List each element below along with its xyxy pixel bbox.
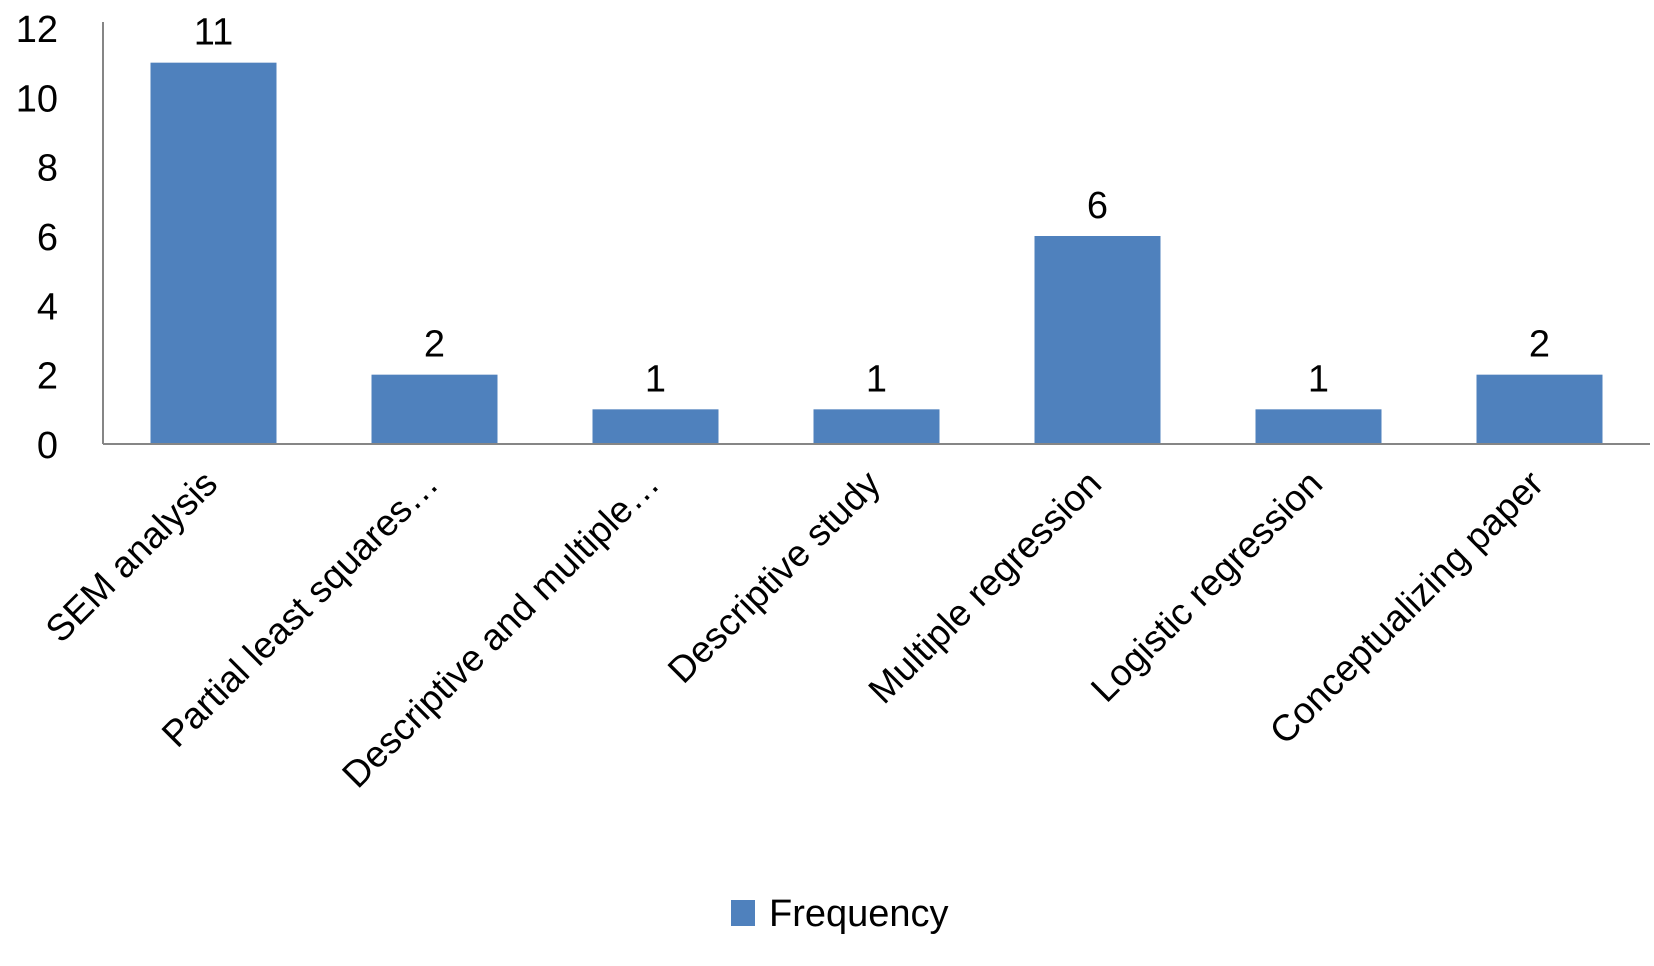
x-tick-label: Descriptive study (660, 462, 889, 691)
y-tick-label: 2 (37, 356, 58, 398)
bar (592, 409, 719, 444)
bar (1255, 409, 1382, 444)
x-tick-label: SEM analysis (38, 463, 225, 650)
y-tick-label: 6 (37, 217, 58, 259)
y-tick-label: 4 (37, 286, 58, 328)
data-label: 1 (866, 358, 887, 400)
bar (1476, 374, 1603, 444)
bar (371, 374, 498, 444)
data-label: 6 (1087, 185, 1108, 227)
legend: Frequency (731, 893, 949, 935)
x-tick-label: Multiple regression (861, 463, 1110, 712)
y-tick-label: 10 (16, 78, 58, 120)
bar (150, 62, 277, 445)
legend-swatch (731, 900, 755, 926)
bars (150, 62, 1603, 445)
data-label: 1 (1308, 358, 1329, 400)
bar (813, 409, 940, 444)
y-tick-label: 8 (37, 148, 58, 190)
legend-label: Frequency (769, 893, 949, 935)
data-label: 2 (1529, 324, 1550, 366)
y-tick-label: 0 (37, 425, 58, 467)
data-label: 2 (424, 324, 445, 366)
bar (1034, 236, 1161, 444)
x-tick-label: Logistic regression (1083, 463, 1330, 710)
y-tick-label: 12 (16, 9, 58, 51)
y-axis-ticks: 0 2 4 6 8 10 12 (16, 9, 58, 467)
data-label: 11 (194, 12, 233, 54)
data-label: 1 (645, 358, 666, 400)
